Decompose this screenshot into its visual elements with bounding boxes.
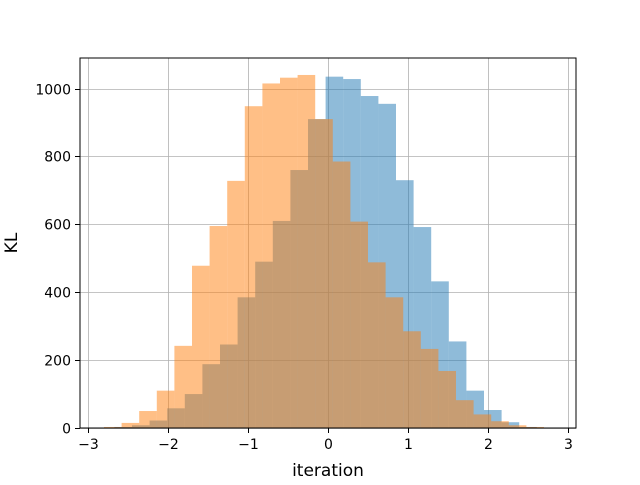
histogram-bar-series-2 (386, 297, 404, 428)
histogram-bar-series-2 (491, 421, 509, 428)
y-tick-label: 400 (44, 286, 71, 302)
x-tick-label: −1 (238, 437, 259, 453)
x-tick-label: 2 (484, 437, 493, 453)
histogram-bar-series-2 (315, 119, 333, 428)
y-axis-label: KL (2, 232, 22, 253)
y-tick-label: 0 (62, 422, 71, 438)
x-axis-label: iteration (292, 461, 364, 480)
histogram-bar-series-2 (139, 411, 157, 428)
histogram-bar-series-2 (262, 83, 280, 428)
histogram-bar-series-2 (438, 371, 456, 428)
histogram-bar-series-2 (456, 400, 474, 428)
x-tick-label: −3 (78, 437, 99, 453)
histogram-bar-series-2 (403, 331, 421, 428)
y-tick-label: 1000 (35, 83, 71, 99)
histogram-bar-series-2 (350, 222, 368, 428)
histogram-bar-series-2 (368, 262, 386, 428)
histogram-bar-series-2 (298, 75, 316, 428)
histogram-bar-series-2 (174, 346, 192, 428)
histogram-bar-series-2 (280, 78, 298, 428)
histogram-bar-series-2 (122, 423, 140, 428)
x-tick-label: 0 (324, 437, 333, 453)
y-tick-label: 600 (44, 218, 71, 234)
histogram-bar-series-2 (192, 266, 210, 428)
histogram-bar-series-2 (227, 181, 245, 428)
histogram-bar-series-2 (157, 391, 175, 428)
histogram-bar-series-2 (210, 226, 228, 428)
x-tick-label: −2 (158, 437, 179, 453)
histogram-bar-series-2 (245, 106, 263, 428)
y-tick-label: 800 (44, 150, 71, 166)
histogram-bar-series-2 (333, 162, 351, 428)
histogram-bar-series-2 (421, 349, 439, 428)
histogram-bar-series-2 (474, 414, 492, 428)
y-tick-label: 200 (44, 354, 71, 370)
x-tick-label: 3 (564, 437, 573, 453)
x-tick-label: 1 (404, 437, 413, 453)
